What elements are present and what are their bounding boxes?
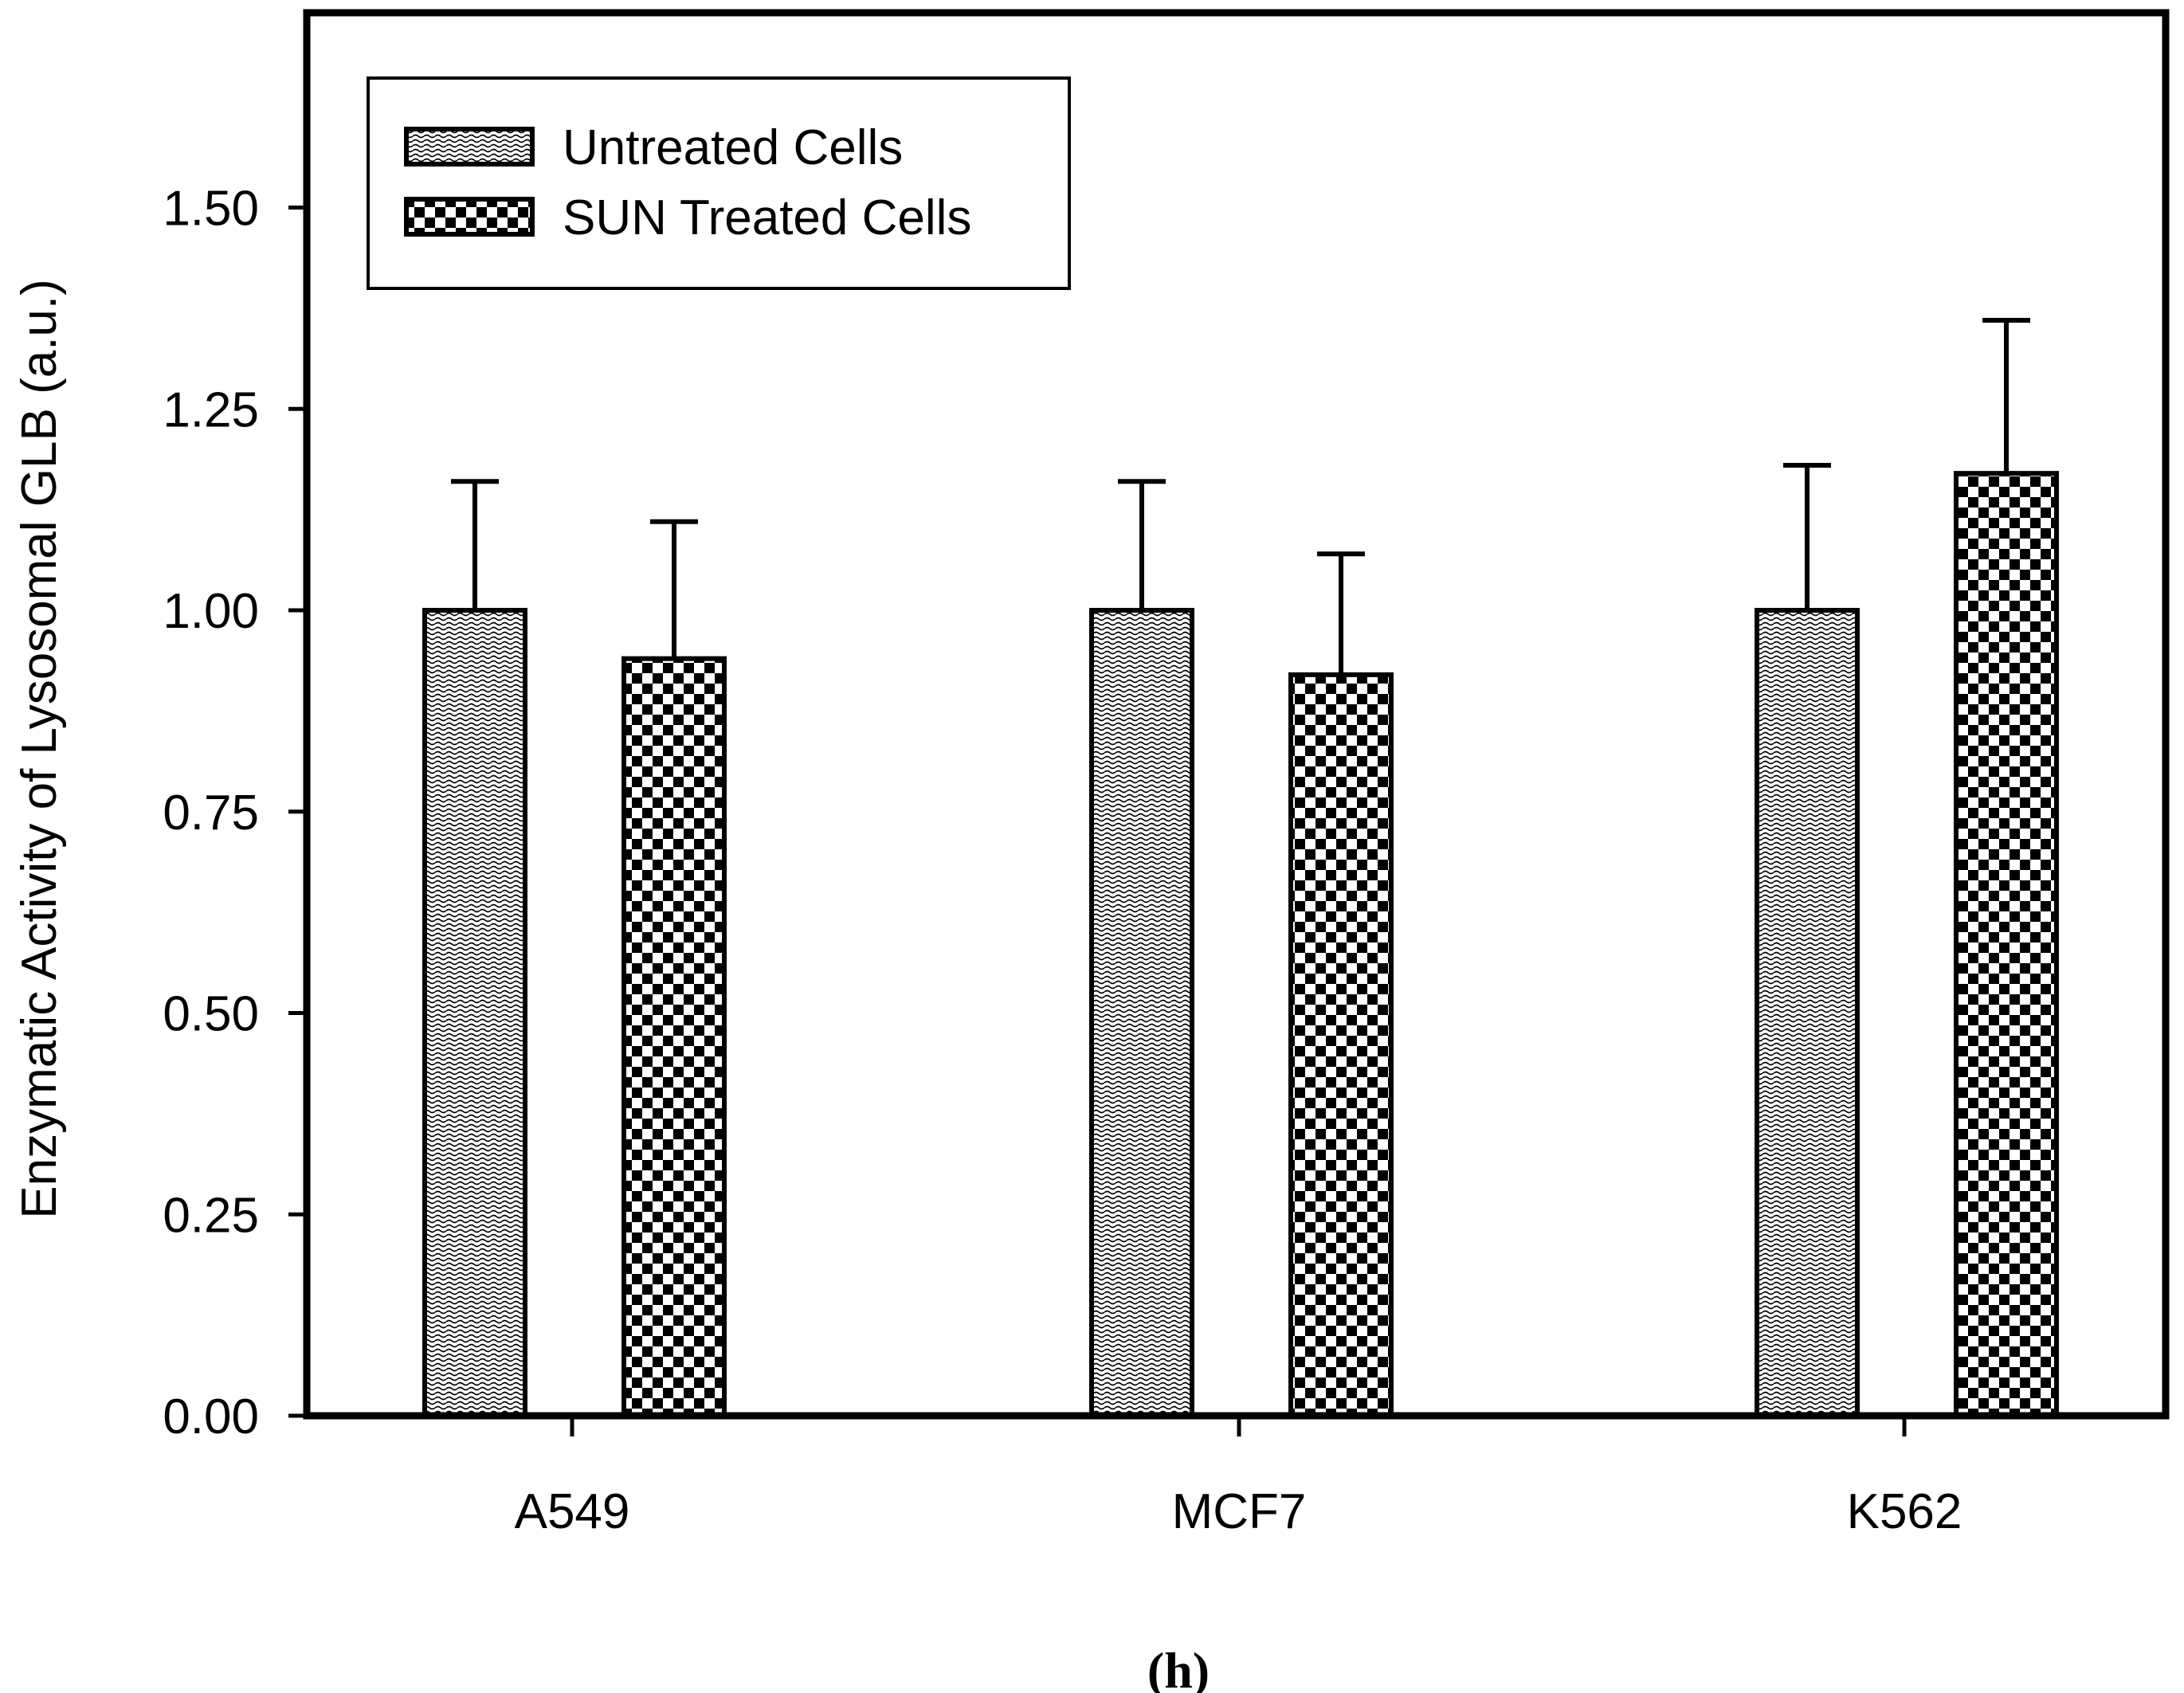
bar-untreated-cells-a549 bbox=[422, 608, 527, 1418]
legend-label-sun-treated: SUN Treated Cells bbox=[563, 190, 971, 245]
y-tick-label: 0.00 bbox=[163, 1389, 259, 1444]
legend: Untreated Cells SUN Treated Cells bbox=[367, 76, 1071, 290]
bar-untreated-cells-mcf7 bbox=[1089, 608, 1194, 1418]
y-axis: 0.00 0.25 0.50 0.75 1.00 1.25 1.50 bbox=[163, 182, 307, 1444]
y-tick-label: 0.75 bbox=[163, 786, 259, 841]
error-bars-layer bbox=[451, 318, 2030, 675]
bar-sun-treated-cells-k562 bbox=[1954, 471, 2059, 1418]
legend-box bbox=[367, 76, 1071, 290]
figure-caption: (h) bbox=[1147, 1642, 1210, 1693]
bars-layer bbox=[422, 471, 2059, 1418]
y-axis-label: Enzymatic Activity of Lysosomal GLB (a.u… bbox=[12, 279, 67, 1219]
legend-swatch-sun-treated bbox=[404, 197, 535, 237]
y-tick-label: 1.50 bbox=[163, 182, 259, 237]
x-axis: A549 MCF7 K562 bbox=[515, 1416, 1962, 1539]
y-tick-label: 0.25 bbox=[163, 1188, 259, 1243]
bar-sun-treated-cells-mcf7 bbox=[1288, 672, 1394, 1418]
bar-untreated-cells-k562 bbox=[1755, 608, 1860, 1418]
plot-frame bbox=[303, 9, 2170, 1420]
x-tick-label-k562: K562 bbox=[1847, 1484, 1962, 1539]
y-tick-label: 1.25 bbox=[163, 382, 259, 437]
y-tick-label: 0.50 bbox=[163, 987, 259, 1042]
y-tick-label: 1.00 bbox=[163, 584, 259, 639]
x-tick-label-a549: A549 bbox=[515, 1484, 630, 1539]
legend-swatch-untreated bbox=[404, 127, 535, 167]
bar-sun-treated-cells-a549 bbox=[621, 656, 727, 1418]
x-tick-label-mcf7: MCF7 bbox=[1172, 1484, 1307, 1539]
legend-label-untreated: Untreated Cells bbox=[563, 120, 903, 175]
